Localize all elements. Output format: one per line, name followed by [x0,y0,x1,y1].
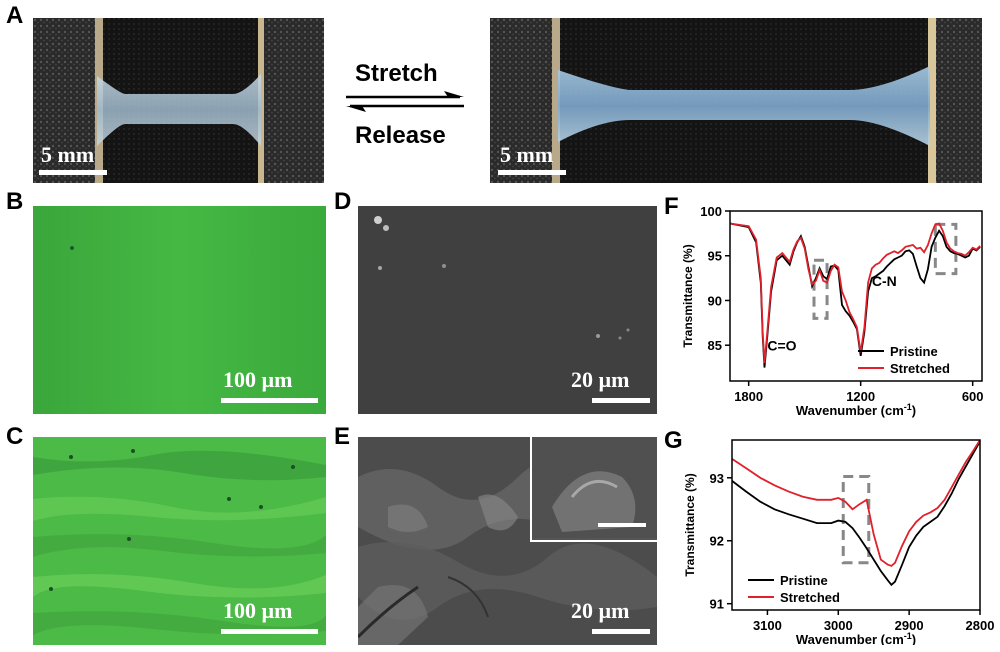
scale-label-b: 100 µm [223,367,293,392]
panel-letter-d: D [334,188,352,215]
y-tick-label: 85 [708,338,722,353]
annotation-2: C-N [872,273,897,289]
x-tick-label: 1200 [846,389,875,404]
x-tick-label: 3000 [824,618,853,633]
scale-label-a-right: 5 mm [500,142,554,167]
sem-image-d: 20 µm [358,206,657,414]
sem-image-e: 20 µm [358,437,657,645]
panel-letter-c: C [6,423,24,450]
legend-label-pristine: Pristine [890,344,938,359]
x-tick-label: 2900 [895,618,924,633]
panel-letter-e: E [334,423,351,450]
legend-label-stretched: Stretched [890,361,950,376]
annotation-1: C=O [767,338,796,354]
scale-bar-b [221,398,318,403]
plot-frame [729,210,983,382]
hydrogel-stretched-photo: 5 mm [490,18,982,183]
panel-letter-a: A [6,2,24,29]
scale-label-c: 100 µm [223,598,293,623]
series-line-pristine [731,440,981,587]
y-tick-label: 95 [708,249,722,264]
scale-label-e: 20 µm [571,598,630,623]
scale-bar-a-right [498,170,566,175]
x-axis-label: Wavenumber (cm-1) [796,631,916,645]
scale-bar-a-left [39,170,107,175]
sem-inset-e [530,437,657,542]
scale-label-d: 20 µm [571,367,630,392]
scale-label-a-left: 5 mm [41,142,95,167]
hydrogel-unstretched-photo: 5 mm [33,18,324,183]
scale-bar-c [221,629,318,634]
y-tick-label: 92 [710,534,724,549]
y-tick-label: 91 [710,597,724,612]
stretch-label: Stretch [355,60,438,87]
panel-letter-g: G [664,427,683,454]
plot-frame [731,439,981,611]
series-line-stretched [731,439,981,567]
scale-bar-e-inset [598,523,646,527]
series-line-stretched [729,222,981,364]
x-tick-label: 3100 [753,618,782,633]
legend-label-stretched: Stretched [780,590,840,605]
optical-micrograph-c: 100 µm [33,437,326,645]
y-axis-label: Transmittance (%) [681,244,695,347]
dashed-highlight-box-1 [841,475,871,565]
legend-label-pristine: Pristine [780,573,828,588]
ftir-chart-g: 3100 3000 2900 2800 91 92 93 Wavenumber (cm-1) T… [683,439,995,645]
ftir-chart-f: 1800 1200 600 85 90 95 100 Wavenumber (cm-1) Tra… [681,204,984,418]
y-tick-label: 93 [710,471,724,486]
x-tick-label: 600 [962,389,984,404]
release-label: Release [355,122,446,149]
scale-bar-d [592,398,650,403]
panel-letter-f: F [664,193,679,220]
scale-bar-e [592,629,650,634]
x-axis-label: Wavenumber (cm-1) [796,402,916,418]
dashed-highlight-box-1 [812,258,829,320]
dashed-highlight-box-2 [933,222,958,276]
y-tick-label: 90 [708,293,722,308]
x-tick-label: 2800 [966,618,995,633]
y-axis-label: Transmittance (%) [683,473,697,576]
y-tick-label: 100 [700,204,722,219]
optical-micrograph-b: 100 µm [33,206,326,414]
x-tick-label: 1800 [734,389,763,404]
panel-letter-b: B [6,188,24,215]
reversible-arrows-icon [346,91,464,112]
